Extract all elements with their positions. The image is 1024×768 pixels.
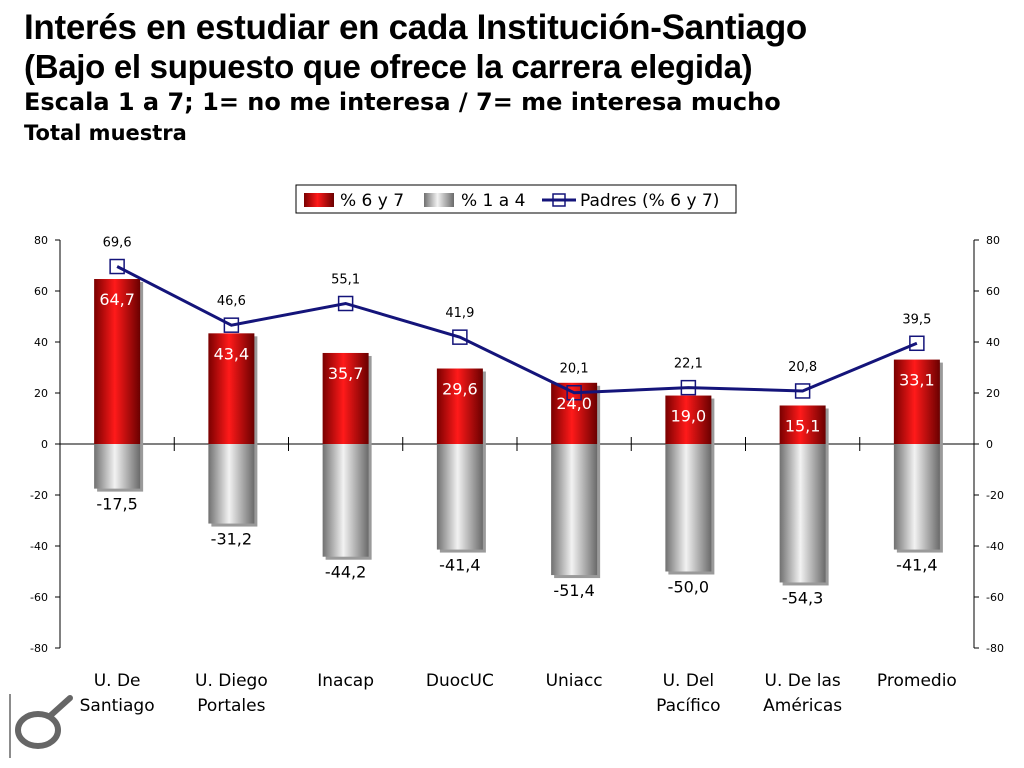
chart-title-condition: (Bajo el supuesto que ofrece la carrera … <box>24 48 753 85</box>
bar-negative-label: -17,5 <box>96 495 137 514</box>
line-point-label: 39,5 <box>902 312 931 327</box>
y-tick-label-left: 60 <box>34 285 48 298</box>
chart-subtitle-sample: Total muestra <box>24 121 187 145</box>
line-point-label: 41,9 <box>445 306 474 321</box>
line-point-marker <box>566 384 582 401</box>
y-tick-label-left: -60 <box>30 591 48 604</box>
y-tick-label-right: 0 <box>986 438 993 451</box>
line-point-label: 46,6 <box>217 294 246 309</box>
bar-negative-label: -54,3 <box>782 588 823 607</box>
y-tick-label-left: -40 <box>30 540 48 553</box>
y-tick-label-right: -20 <box>986 489 1004 502</box>
line-point-label: 20,8 <box>788 360 817 375</box>
y-tick-label-left: 20 <box>34 387 48 400</box>
x-category-label: Pacífico <box>656 696 720 716</box>
x-category-label: Américas <box>763 696 842 716</box>
bar-positive-label: 43,4 <box>214 344 250 363</box>
bar-positive-label: 33,1 <box>899 371 935 390</box>
legend-box <box>295 184 737 214</box>
bar-negative <box>893 444 940 550</box>
legend: % 6 y 7 % 1 a 4 Padres (% 6 y 7) <box>295 184 737 214</box>
y-tick-label-right: -40 <box>986 540 1004 553</box>
y-tick-label-left: 0 <box>41 438 48 451</box>
y-tick-label-right: 80 <box>986 234 1000 247</box>
bar-negative <box>665 444 712 572</box>
bar-negative-label: -41,4 <box>439 556 480 575</box>
y-tick-label-left: -80 <box>30 642 48 655</box>
y-tick-label-right: 20 <box>986 387 1000 400</box>
y-tick-label-left: 80 <box>34 234 48 247</box>
y-tick-label-left: -20 <box>30 489 48 502</box>
line-point-label: 55,1 <box>331 272 360 287</box>
line-point-label: 20,1 <box>560 362 589 377</box>
y-tick-label-left: 40 <box>34 336 48 349</box>
bar-positive-label: 19,0 <box>671 407 707 426</box>
line-point-marker <box>452 329 468 345</box>
bar-negative <box>94 444 141 489</box>
bar-negative <box>779 444 826 583</box>
line-point-marker <box>109 258 125 275</box>
x-category-label: U. De las <box>765 671 841 691</box>
legend-marker-line <box>552 193 566 207</box>
chart-subtitle-scale: Escala 1 a 7; 1= no me interesa / 7= me … <box>24 88 781 116</box>
bar-positive-label: 64,7 <box>99 290 135 309</box>
bar-positive <box>94 279 141 444</box>
line-point-marker <box>337 295 354 312</box>
bar-positive <box>208 333 255 444</box>
x-category-label: Santiago <box>80 696 155 716</box>
x-category-label: Promedio <box>877 671 957 691</box>
legend-label-positive: % 6 y 7 <box>340 191 404 211</box>
bar-negative-label: -41,4 <box>896 556 937 575</box>
x-category-label: Inacap <box>317 671 374 691</box>
line-point-marker <box>223 317 240 333</box>
bar-negative <box>551 444 598 576</box>
legend-label-line: Padres (% 6 y 7) <box>580 191 719 211</box>
line-series-padres <box>116 265 918 395</box>
x-category-label: U. Diego <box>195 671 268 691</box>
x-category-label: U. Del <box>663 671 715 691</box>
bar-positive-label: 15,1 <box>785 416 821 435</box>
bar-negative <box>436 444 483 550</box>
logo-icon <box>9 694 73 758</box>
line-point-marker <box>909 335 925 352</box>
bar-positive <box>436 368 483 444</box>
bar-positive <box>779 405 826 444</box>
legend-label-negative: % 1 a 4 <box>461 191 525 211</box>
y-tick-label-right: -60 <box>986 591 1004 604</box>
line-point-marker <box>794 383 811 399</box>
bar-negative-label: -31,2 <box>211 530 252 549</box>
x-category-label: U. De <box>94 671 141 691</box>
line-point-marker <box>680 379 697 396</box>
x-category-label: Portales <box>197 696 265 716</box>
y-tick-label-right: 40 <box>986 336 1000 349</box>
legend-swatch-positive <box>304 193 334 207</box>
bar-positive <box>322 352 369 444</box>
legend-swatch-negative <box>424 193 454 207</box>
bar-positive-label: 24,0 <box>556 394 592 413</box>
bar-positive-label: 35,7 <box>328 364 364 383</box>
line-point-label: 69,6 <box>103 236 132 251</box>
x-category-label: DuocUC <box>426 671 494 691</box>
x-category-label: Uniacc <box>546 671 603 691</box>
bar-negative-label: -50,0 <box>668 578 709 597</box>
bar-negative-label: -44,2 <box>325 563 366 582</box>
bar-negative <box>322 444 369 557</box>
bar-positive <box>893 359 940 444</box>
chart-title: Interés en estudiar en cada Institución-… <box>24 8 807 47</box>
bar-negative <box>208 444 255 524</box>
bar-negative-label: -51,4 <box>553 581 594 600</box>
bar-positive-label: 29,6 <box>442 380 478 399</box>
line-point-label: 22,1 <box>674 357 703 372</box>
y-tick-label-right: -80 <box>986 642 1004 655</box>
title-block: Interés en estudiar en cada Institución-… <box>24 8 807 148</box>
y-tick-label-right: 60 <box>986 285 1000 298</box>
bar-positive <box>665 395 712 444</box>
